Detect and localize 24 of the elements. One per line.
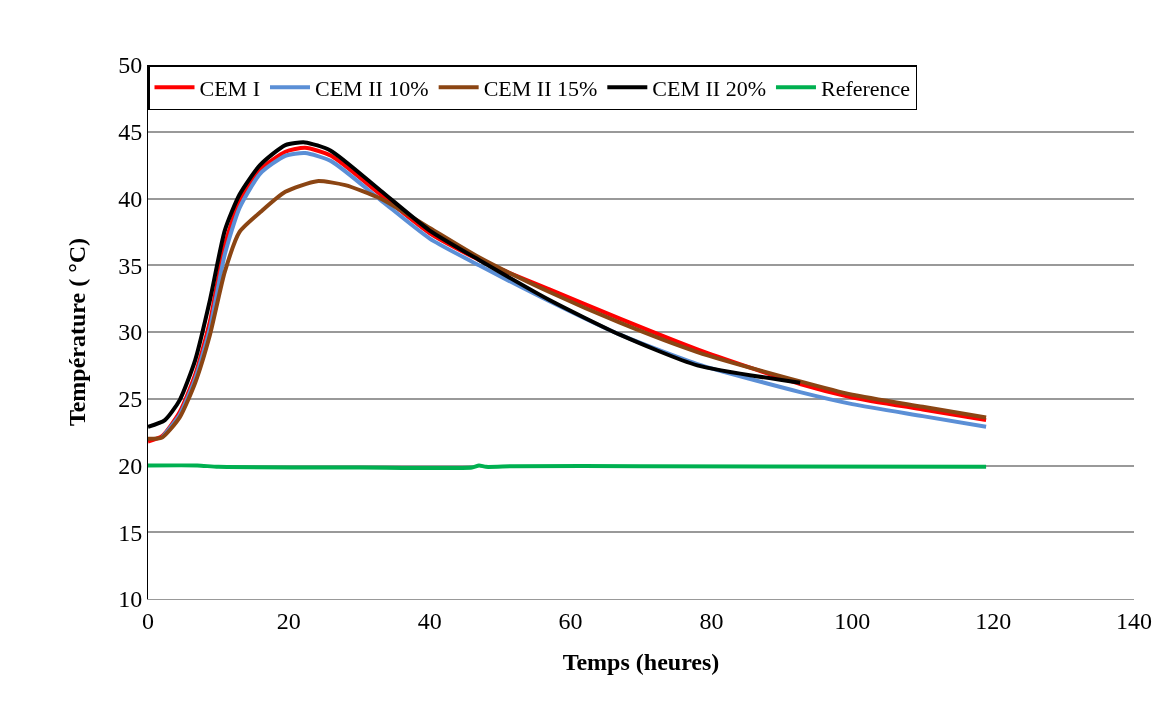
legend-label: CEM II 10% (315, 75, 429, 101)
y-tick-label: 25 (118, 386, 143, 413)
x-tick-label: 120 (975, 607, 1012, 634)
x-tick-label: 100 (834, 607, 871, 634)
legend-label: CEM I (199, 75, 260, 101)
y-tick-label: 10 (118, 586, 143, 613)
legend-label: CEM II 15% (483, 75, 598, 101)
x-tick-label: 20 (276, 607, 301, 634)
x-tick-label: 140 (1116, 607, 1152, 634)
y-tick-label: 20 (118, 452, 143, 479)
y-axis-title: Température ( °C) (64, 237, 91, 427)
y-tick-label: 15 (118, 519, 143, 546)
y-tick-label: 40 (118, 185, 143, 212)
y-tick-label: 35 (118, 252, 143, 279)
x-tick-label: 80 (699, 607, 724, 634)
x-axis-title: Temps (heures) (562, 649, 720, 676)
y-tick-label: 50 (118, 52, 143, 79)
x-tick-label: 60 (558, 607, 583, 634)
x-tick-label: 40 (417, 607, 442, 634)
legend-label: CEM II 20% (652, 75, 766, 101)
legend-label: Reference (820, 75, 911, 101)
y-tick-label: 45 (118, 119, 143, 146)
y-tick-label: 30 (118, 319, 143, 346)
x-tick-label: 0 (142, 607, 154, 634)
